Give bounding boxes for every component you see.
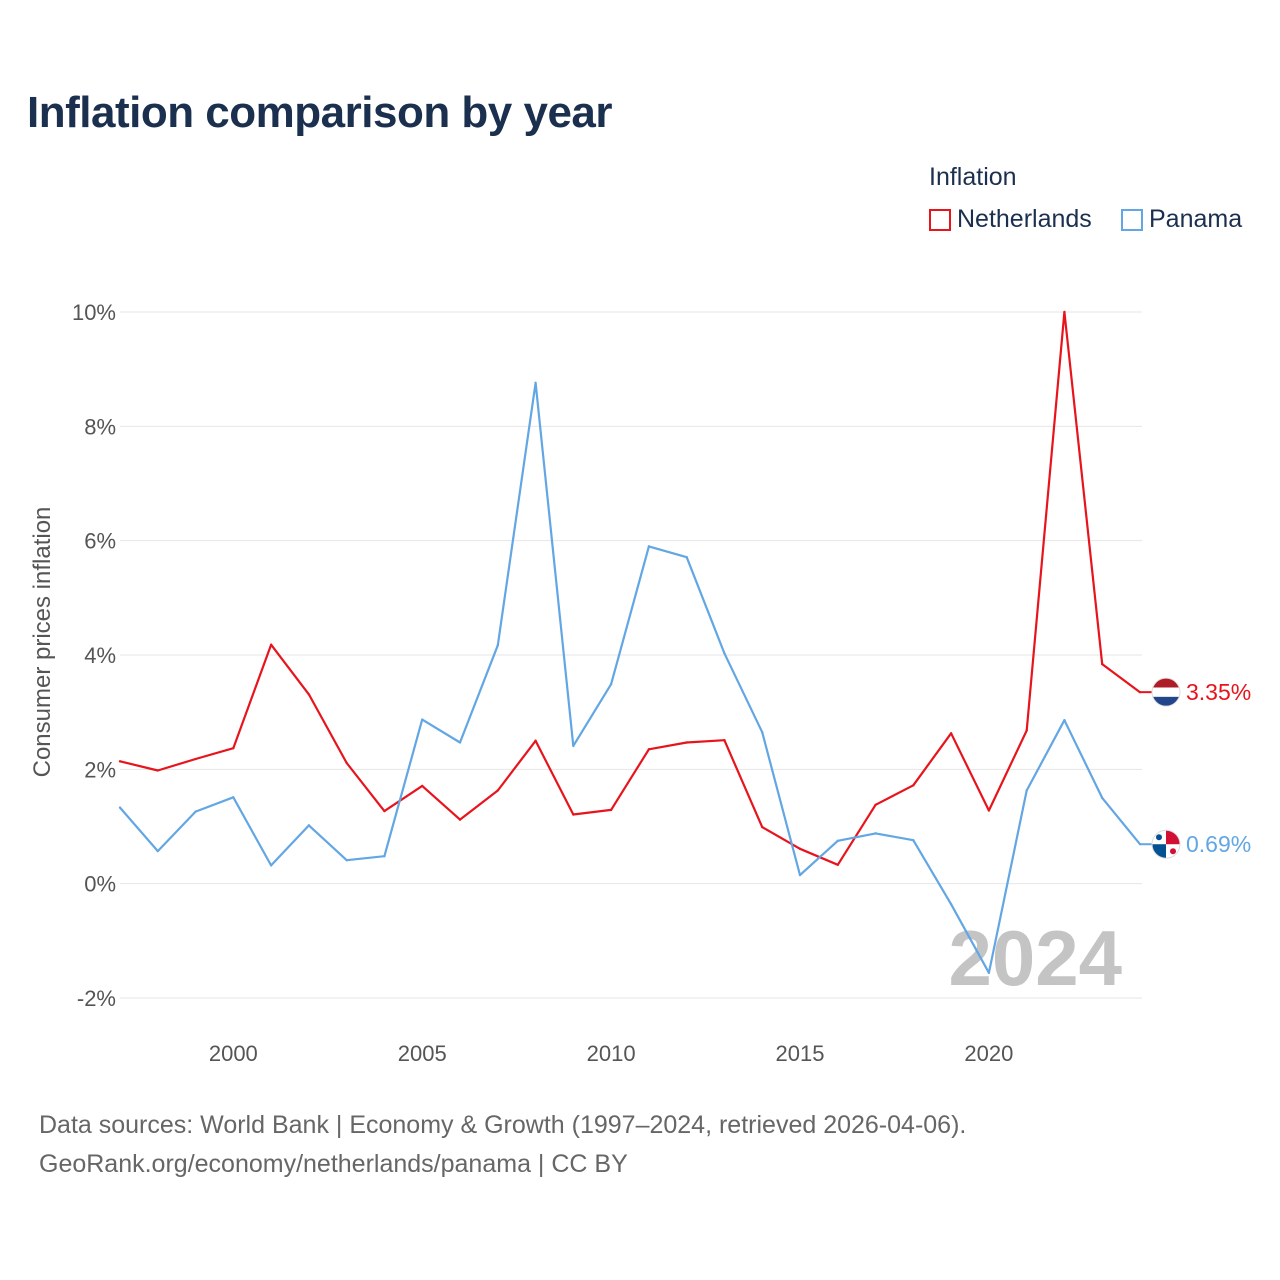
- data-point-panama: [874, 832, 877, 835]
- data-point-netherlands: [232, 746, 235, 750]
- x-tick-label: 2005: [398, 1041, 447, 1066]
- data-point-netherlands: [572, 813, 575, 816]
- data-point-panama: [534, 381, 537, 385]
- legend-item-panama[interactable]: Panama: [1121, 205, 1242, 234]
- data-point-netherlands: [1025, 729, 1028, 732]
- data-point-netherlands: [307, 693, 311, 696]
- legend-item-netherlands[interactable]: Netherlands: [929, 205, 1092, 234]
- panama-flag-icon: [1151, 829, 1181, 859]
- data-point-netherlands: [345, 761, 348, 765]
- chart-title: Inflation comparison by year: [27, 88, 613, 137]
- data-point-panama: [949, 903, 953, 906]
- data-point-panama: [685, 556, 688, 559]
- data-point-panama: [156, 849, 159, 853]
- legend-label-netherlands: Netherlands: [957, 205, 1092, 233]
- y-tick-label: 4%: [84, 643, 116, 668]
- data-point-panama: [572, 744, 575, 748]
- series-line-panama: [119, 381, 1141, 974]
- data-point-netherlands: [609, 808, 613, 812]
- data-point-panama: [383, 855, 386, 858]
- data-point-netherlands: [836, 863, 839, 867]
- footer-attribution[interactable]: GeoRank.org/economy/netherlands/panama |…: [39, 1150, 628, 1178]
- data-point-panama: [798, 873, 802, 877]
- data-point-panama: [1101, 796, 1104, 800]
- data-point-netherlands: [685, 741, 688, 744]
- data-point-panama: [194, 810, 197, 813]
- data-point-netherlands: [156, 769, 159, 772]
- data-point-panama: [232, 796, 235, 799]
- legend-label-panama: Panama: [1149, 205, 1243, 233]
- data-point-panama: [118, 806, 122, 809]
- data-point-panama: [1063, 718, 1066, 722]
- legend-swatch-netherlands: [929, 208, 951, 231]
- grid-lines: [120, 311, 1142, 999]
- data-point-netherlands: [118, 760, 122, 763]
- legend-title: Inflation: [929, 163, 1017, 191]
- data-point-netherlands: [421, 784, 424, 788]
- data-point-panama: [307, 824, 311, 827]
- data-point-netherlands: [1101, 662, 1104, 666]
- data-point-netherlands: [647, 748, 651, 751]
- y-axis-ticks: -2% 0% 2% 4% 6% 8% 10%: [72, 300, 116, 1011]
- legend-swatch-panama: [1121, 208, 1143, 231]
- series-line-netherlands: [119, 310, 1141, 866]
- data-point-netherlands: [496, 789, 499, 792]
- data-point-panama: [836, 839, 839, 842]
- year-watermark: 2024: [948, 914, 1122, 1002]
- data-point-panama: [723, 652, 726, 655]
- data-point-netherlands: [269, 643, 273, 646]
- data-point-panama: [1025, 789, 1028, 792]
- x-tick-label: 2000: [209, 1041, 258, 1066]
- data-point-panama: [269, 864, 273, 867]
- end-value-label-netherlands: 3.35%: [1186, 679, 1251, 705]
- footer: Data sources: World Bank | Economy & Gro…: [39, 1106, 966, 1184]
- x-tick-label: 2015: [776, 1041, 825, 1066]
- end-markers: 3.35% 0.69%: [1140, 677, 1251, 859]
- data-point-panama: [987, 971, 991, 975]
- y-tick-label: 2%: [84, 757, 116, 782]
- data-point-netherlands: [949, 732, 953, 735]
- data-point-panama: [496, 644, 499, 647]
- x-tick-label: 2010: [587, 1041, 636, 1066]
- x-tick-label: 2020: [964, 1041, 1013, 1066]
- data-point-netherlands: [723, 738, 726, 742]
- x-axis-ticks: 2000 2005 2010 2015 2020: [209, 1041, 1014, 1066]
- data-point-panama: [761, 730, 764, 734]
- data-point-netherlands: [987, 809, 991, 812]
- series-lines: [118, 310, 1142, 975]
- data-point-netherlands: [761, 825, 764, 829]
- y-tick-label: 10%: [72, 300, 116, 325]
- y-axis-title: Consumer prices inflation: [29, 507, 56, 778]
- footer-source: Data sources: World Bank | Economy & Gro…: [39, 1111, 967, 1139]
- y-tick-label: 0%: [84, 872, 116, 897]
- data-point-netherlands: [383, 809, 386, 813]
- data-point-panama: [421, 718, 424, 721]
- data-point-netherlands: [1063, 310, 1066, 314]
- data-point-netherlands: [194, 757, 197, 761]
- data-point-netherlands: [874, 803, 877, 806]
- y-tick-label: 8%: [84, 414, 116, 439]
- data-point-panama: [345, 859, 348, 862]
- y-tick-label: 6%: [84, 529, 116, 554]
- y-tick-label: -2%: [77, 986, 116, 1011]
- data-point-netherlands: [534, 739, 537, 742]
- data-point-panama: [912, 839, 915, 842]
- data-point-panama: [609, 682, 613, 686]
- data-point-netherlands: [458, 818, 462, 821]
- netherlands-flag-icon: [1151, 677, 1181, 707]
- data-point-panama: [647, 545, 651, 548]
- data-point-netherlands: [912, 784, 915, 787]
- end-value-label-panama: 0.69%: [1186, 831, 1251, 857]
- data-point-netherlands: [798, 847, 802, 850]
- data-point-panama: [458, 741, 462, 744]
